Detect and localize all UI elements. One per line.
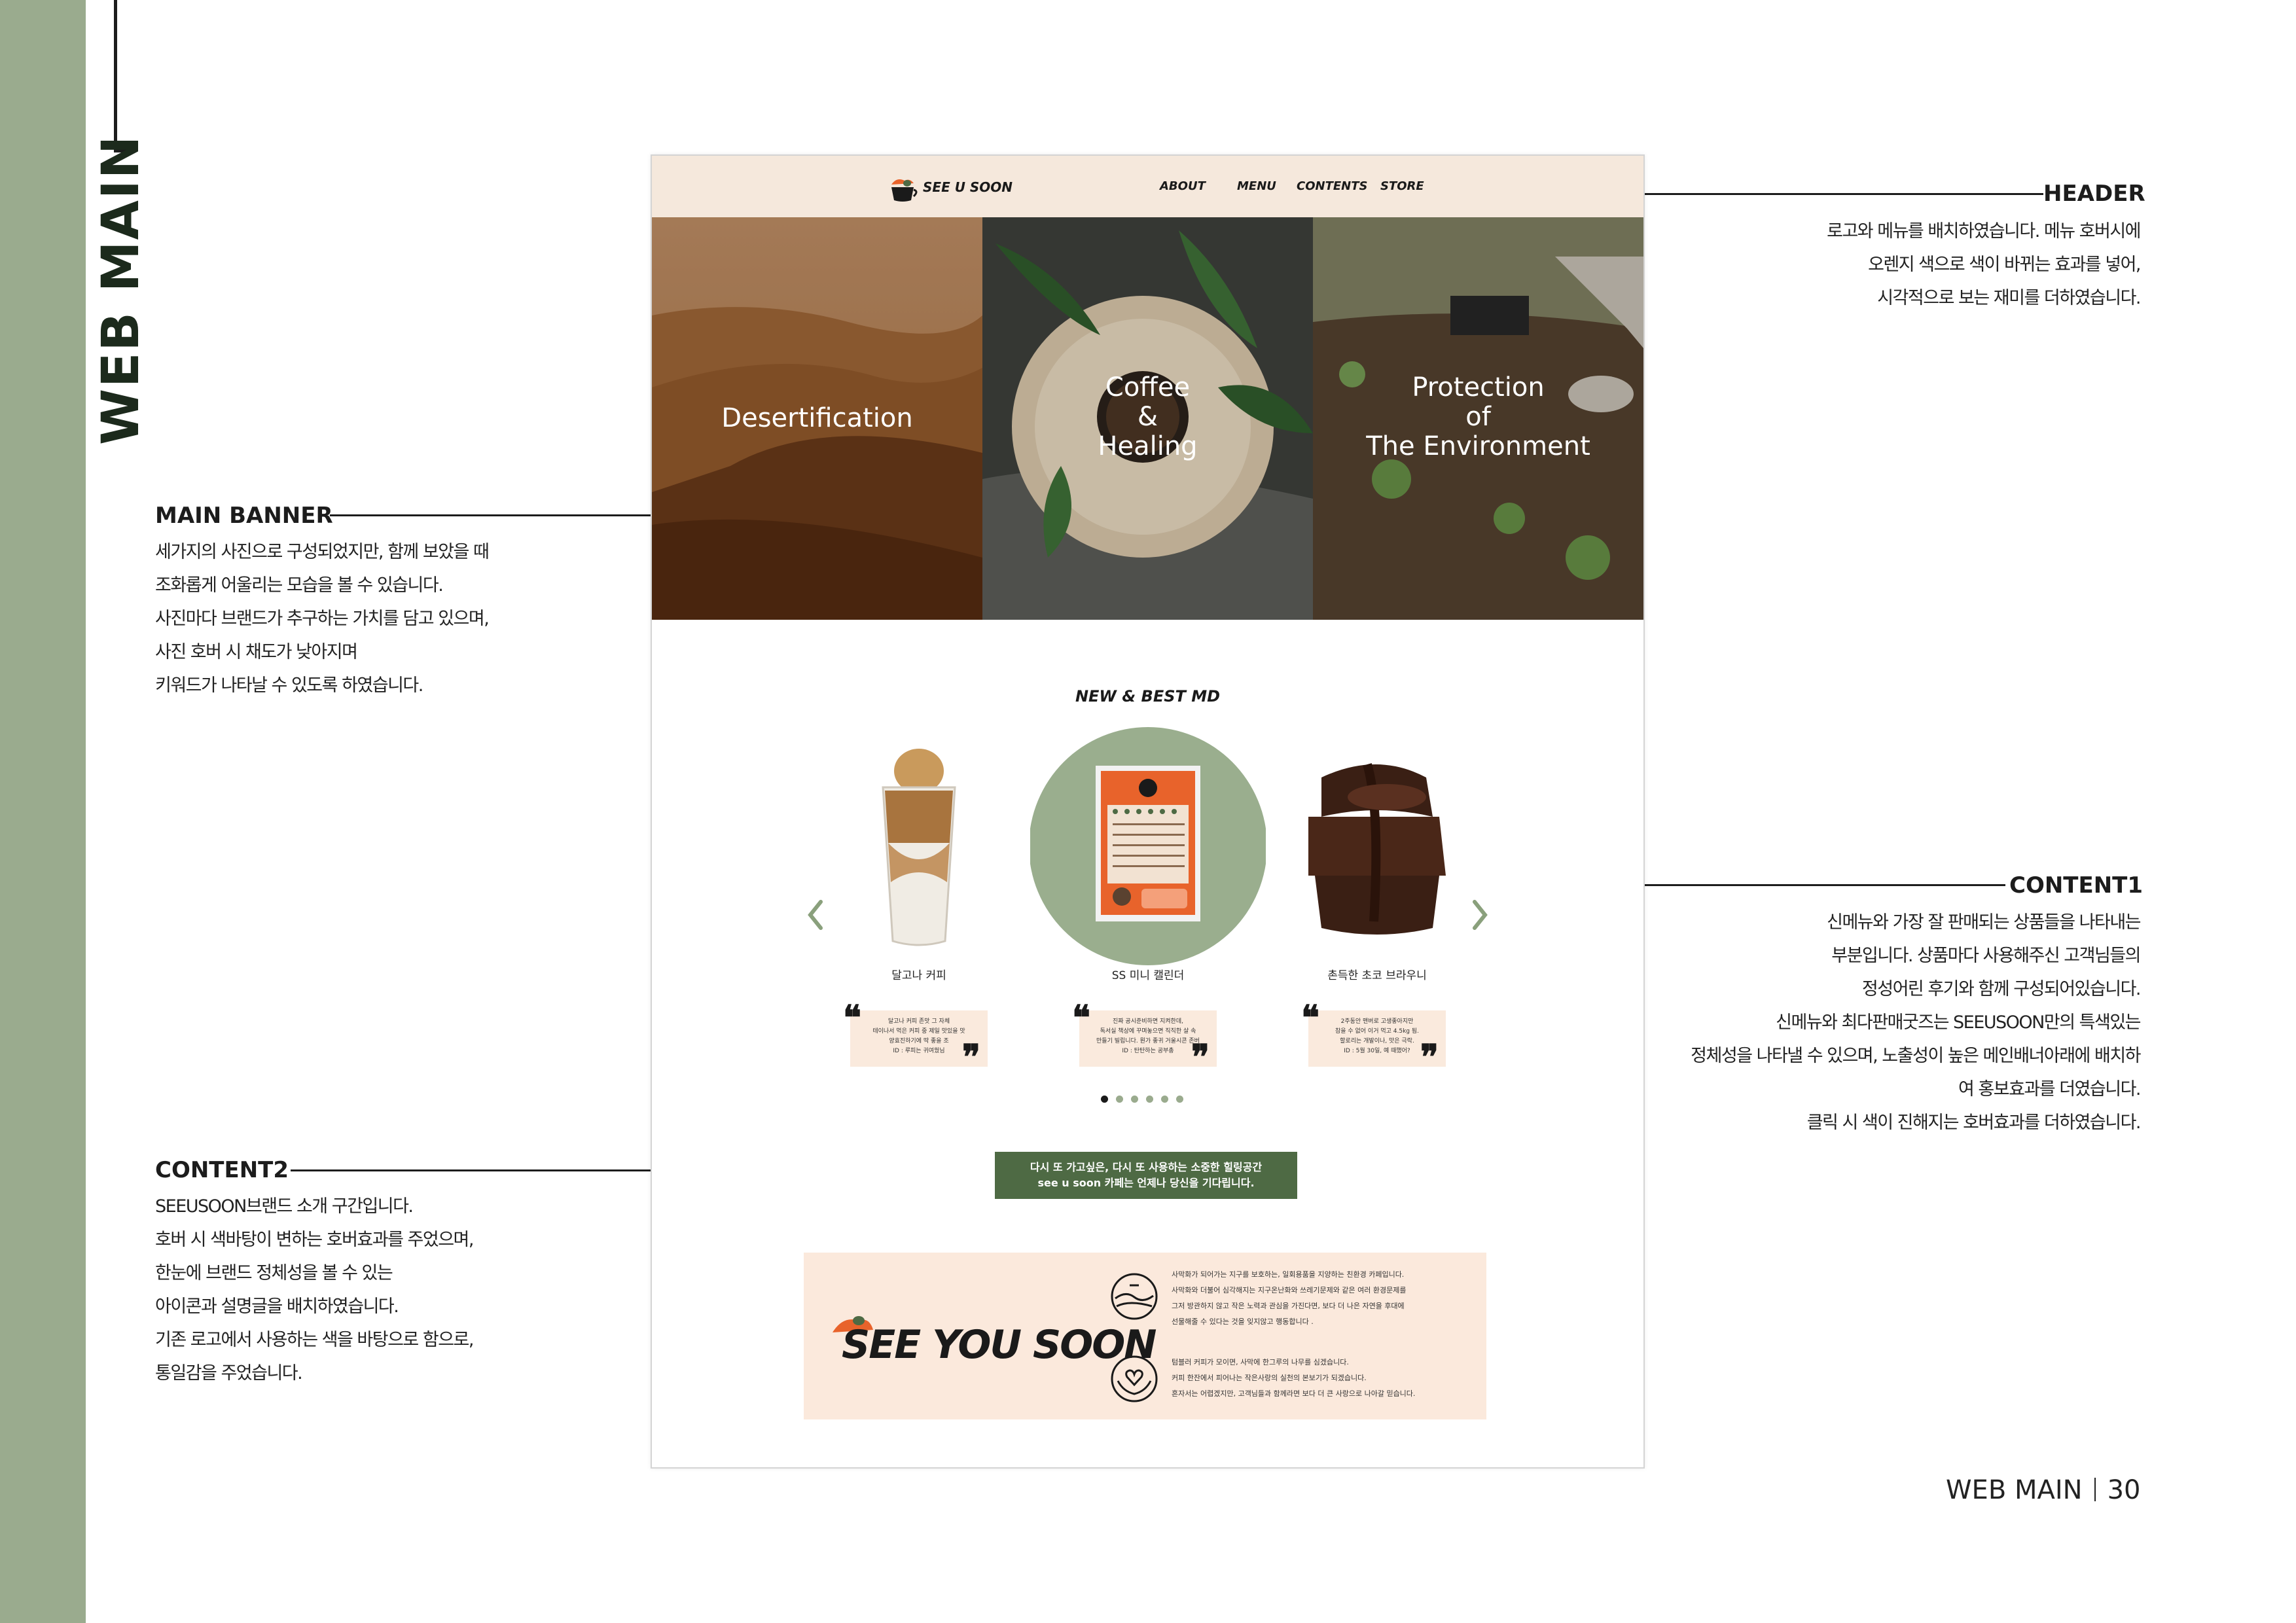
pager-dot[interactable] [1176, 1096, 1183, 1103]
new-best-md-title: NEW & BEST MD [1075, 687, 1221, 705]
main-banner: Desertification Coffee & Healing [652, 217, 1643, 620]
site-header: SEE U SOON ABOUT MENU CONTENTS STORE [652, 156, 1643, 217]
brand-logo-text: SEE YOU SOON [842, 1322, 1157, 1368]
review-card: 진짜 공시준비하면 지켜한데, 독서실 책상에 꾸며놓으면 직직한 살 속 만들… [1079, 1010, 1217, 1067]
quote-open-icon: ❝ [843, 998, 861, 1038]
quote-open-icon: ❝ [1301, 998, 1319, 1038]
heart-hands-icon [1111, 1355, 1158, 1402]
review-card: 달고나 커피 존맛 그 자체 테이나서 먹은 커피 중 제일 맛있을 맛 양효진… [850, 1010, 988, 1067]
main-banner-annotation-title: MAIN BANNER [155, 503, 333, 529]
quote-close-icon: ❞ [962, 1037, 980, 1077]
product-name-calendar: SS 미니 캘린더 [1111, 969, 1185, 982]
footer-divider [2094, 1478, 2096, 1501]
header-annotation-title: HEADER [2043, 181, 2145, 207]
brand-text-tree: 텀블러 커피가 모이면, 사막에 한그루의 나무를 심겠습니다. 커피 한잔에서… [1172, 1358, 1416, 1398]
review-text: 달고나 커피 존맛 그 자체 테이나서 먹은 커피 중 제일 맛있을 맛 양효진… [872, 1018, 965, 1054]
mini-calendar-image [1029, 727, 1267, 965]
vertical-page-title: WEB MAIN [92, 134, 151, 445]
product-card-calendar[interactable] [1029, 725, 1267, 974]
main-banner-leader-line [330, 514, 672, 516]
content2-annotation-body: SEEUSOON브랜드 소개 구간입니다. 호버 시 색바탕이 변하는 호버효과… [155, 1196, 474, 1383]
footer-section-name: WEB MAIN [1946, 1475, 2083, 1505]
coffee-photo [982, 217, 1313, 620]
product-card-brownie[interactable] [1269, 725, 1485, 974]
quote-close-icon: ❞ [1420, 1037, 1439, 1077]
pager-dot[interactable] [1116, 1096, 1123, 1103]
chevron-right-icon[interactable] [1467, 895, 1493, 935]
see-you-soon-logo: SEE YOU SOON [830, 1310, 1157, 1376]
footer-page-number: 30 [2107, 1475, 2141, 1505]
site-logo-text: SEE U SOON [923, 179, 1013, 195]
chevron-left-icon[interactable] [802, 895, 829, 935]
site-logo[interactable]: SEE U SOON [888, 171, 1013, 204]
brand-text-eco: 사막화가 되어가는 지구를 보호하는, 일회용품을 지양하는 친환경 카페입니다… [1172, 1270, 1407, 1326]
banner-label-coffee-healing: Coffee & Healing [1098, 372, 1198, 461]
hat-logo-icon [833, 1316, 873, 1332]
pager-dot[interactable] [1146, 1096, 1153, 1103]
product-name-dalgona: 달고나 커피 [891, 969, 946, 982]
website-mockup: SEE U SOON ABOUT MENU CONTENTS STORE Des [651, 154, 1645, 1469]
pager-dot[interactable] [1161, 1096, 1168, 1103]
brand-intro[interactable]: SEE YOU SOON 사막화가 되어가는 지구를 보호하는, 일회용품을 지… [804, 1253, 1486, 1419]
header-leader-line [1628, 193, 2043, 195]
review-card: 2주동안 맨버로 고생좋아지만 참을 수 없어 이거 먹고 4.5kg 됨. 할… [1308, 1010, 1446, 1067]
review-text: 진짜 공시준비하면 지켜한데, 독서실 책상에 꾸며놓으면 직직한 살 속 만들… [1096, 1018, 1200, 1054]
nav-store[interactable]: STORE [1380, 179, 1424, 193]
content1-leader-line [1628, 884, 2005, 886]
sidebar-bar [0, 0, 86, 1623]
vertical-rule-tick [114, 149, 131, 152]
header-annotation-body: 로고와 메뉴를 배치하였습니다. 메뉴 호버시에 오렌지 색으로 색이 바뀌는 … [1827, 221, 2141, 308]
pager-dot[interactable] [1101, 1096, 1108, 1103]
banner-label-desertification: Desertification [721, 403, 913, 433]
content1-annotation-title: CONTENT1 [2009, 872, 2144, 899]
banner-panel-environment[interactable]: Protection of The Environment [1313, 217, 1643, 620]
quote-close-icon: ❞ [1191, 1037, 1210, 1077]
content1-annotation-body: 신메뉴와 가장 잘 판매되는 상품들을 나타내는 부분입니다. 상품마다 사용해… [1691, 912, 2141, 1133]
nav-about[interactable]: ABOUT [1160, 179, 1206, 193]
carousel-pager [1101, 1096, 1199, 1105]
cta-banner[interactable]: 다시 또 가고싶은, 다시 또 사용하는 소중한 힐링공간 see u soon… [995, 1152, 1297, 1199]
banner-label-environment: Protection of The Environment [1366, 372, 1590, 461]
vertical-rule [114, 0, 117, 152]
content2-annotation-title: CONTENT2 [155, 1157, 289, 1183]
dalgona-coffee-image [882, 749, 956, 946]
environment-photo [1313, 217, 1643, 620]
cup-logo-icon [891, 179, 918, 202]
pager-dot[interactable] [1131, 1096, 1138, 1103]
banner-panel-desert[interactable]: Desertification [652, 217, 982, 620]
brownie-image [1308, 763, 1446, 935]
quote-open-icon: ❝ [1072, 998, 1090, 1038]
banner-panel-coffee[interactable]: Coffee & Healing [982, 217, 1313, 620]
desert-photo [652, 217, 982, 620]
product-name-brownie: 촌득한 초코 브라우니 [1327, 969, 1427, 982]
product-card-dalgona[interactable] [811, 725, 1027, 974]
nav-menu[interactable]: MENU [1237, 179, 1276, 193]
content2-leader-line [291, 1169, 674, 1171]
nav-contents[interactable]: CONTENTS [1297, 179, 1368, 193]
review-text: 2주동안 맨버로 고생좋아지만 참을 수 없어 이거 먹고 4.5kg 됨. 할… [1335, 1018, 1420, 1054]
desert-icon [1111, 1273, 1158, 1320]
page-footer: WEB MAIN 30 [1946, 1475, 2140, 1505]
main-banner-annotation-body: 세가지의 사진으로 구성되었지만, 함께 보았을 때 조화롭게 어울리는 모습을… [155, 542, 490, 696]
